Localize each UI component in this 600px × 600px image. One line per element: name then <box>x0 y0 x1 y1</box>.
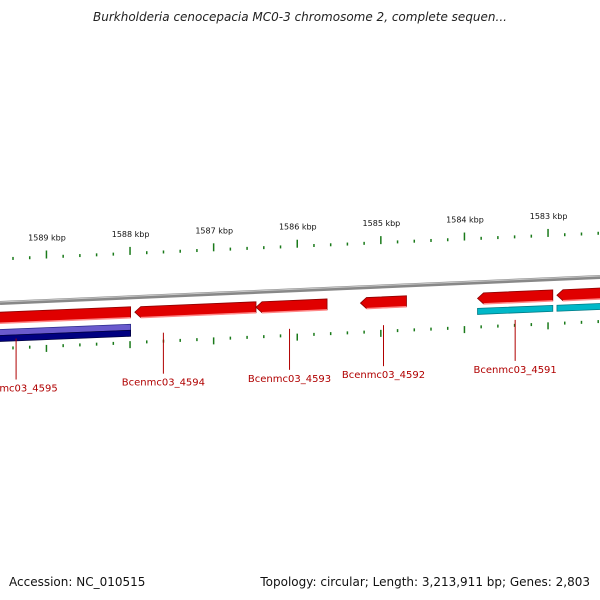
scale-label: 1587 kbp <box>195 226 233 235</box>
gene-arrow[interactable] <box>556 287 600 302</box>
gene-highlight <box>0 317 131 324</box>
scale-ticks-top <box>12 228 599 260</box>
gene-arrow[interactable] <box>476 289 554 305</box>
chromosome-backbone-highlight <box>0 275 600 303</box>
scale-label: 1583 kbp <box>530 212 568 221</box>
genome-summary-text: Topology: circular; Length: 3,213,911 bp… <box>260 575 590 589</box>
scale-label: 1584 kbp <box>446 216 484 225</box>
gene-bar-cyan[interactable] <box>477 304 554 315</box>
gene-labels: Bcenmc03_4595 Bcenmc03_4594 Bcenmc03_4593 B… <box>0 319 557 395</box>
gene-bar-cyan[interactable] <box>556 303 600 312</box>
scale-label: 1588 kbp <box>112 230 150 239</box>
gene-label[interactable]: Bcenmc03_4591 <box>474 365 557 376</box>
gene-label[interactable]: Bcenmc03_4592 <box>342 370 425 381</box>
scale-label: 1586 kbp <box>279 223 317 232</box>
gene-label[interactable]: Bcenmc03_4593 <box>248 374 331 385</box>
gene-highlight <box>562 298 600 302</box>
diagram-title: Burkholderia cenocepacia MC0-3 chromosom… <box>93 10 507 24</box>
gene-arrow[interactable] <box>359 295 407 309</box>
gene-highlight <box>261 309 328 314</box>
chromosome-backbone <box>0 275 600 305</box>
scale-ticks-bottom <box>12 320 599 352</box>
gene-track <box>0 287 600 343</box>
gene-highlight <box>366 305 407 310</box>
gene-bar-navy[interactable] <box>0 329 131 343</box>
gene-highlight <box>483 300 553 305</box>
gene-highlight <box>140 312 257 319</box>
gene-label[interactable]: Bcenmc03_4594 <box>122 378 205 389</box>
scale-label: 1585 kbp <box>363 219 401 228</box>
accession-text: Accession: NC_010515 <box>9 575 146 589</box>
scale-tick-labels: 1589 kbp 1588 kbp 1587 kbp 1586 kbp 1585 kbp… <box>28 212 567 243</box>
scale-label: 1589 kbp <box>28 233 66 242</box>
gene-label[interactable]: Bcenmc03_4595 <box>0 384 58 395</box>
gene-arrow[interactable] <box>255 298 328 314</box>
